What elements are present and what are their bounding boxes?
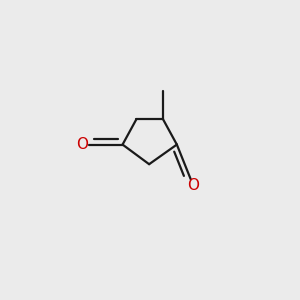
- Text: O: O: [187, 178, 199, 193]
- Text: O: O: [76, 137, 88, 152]
